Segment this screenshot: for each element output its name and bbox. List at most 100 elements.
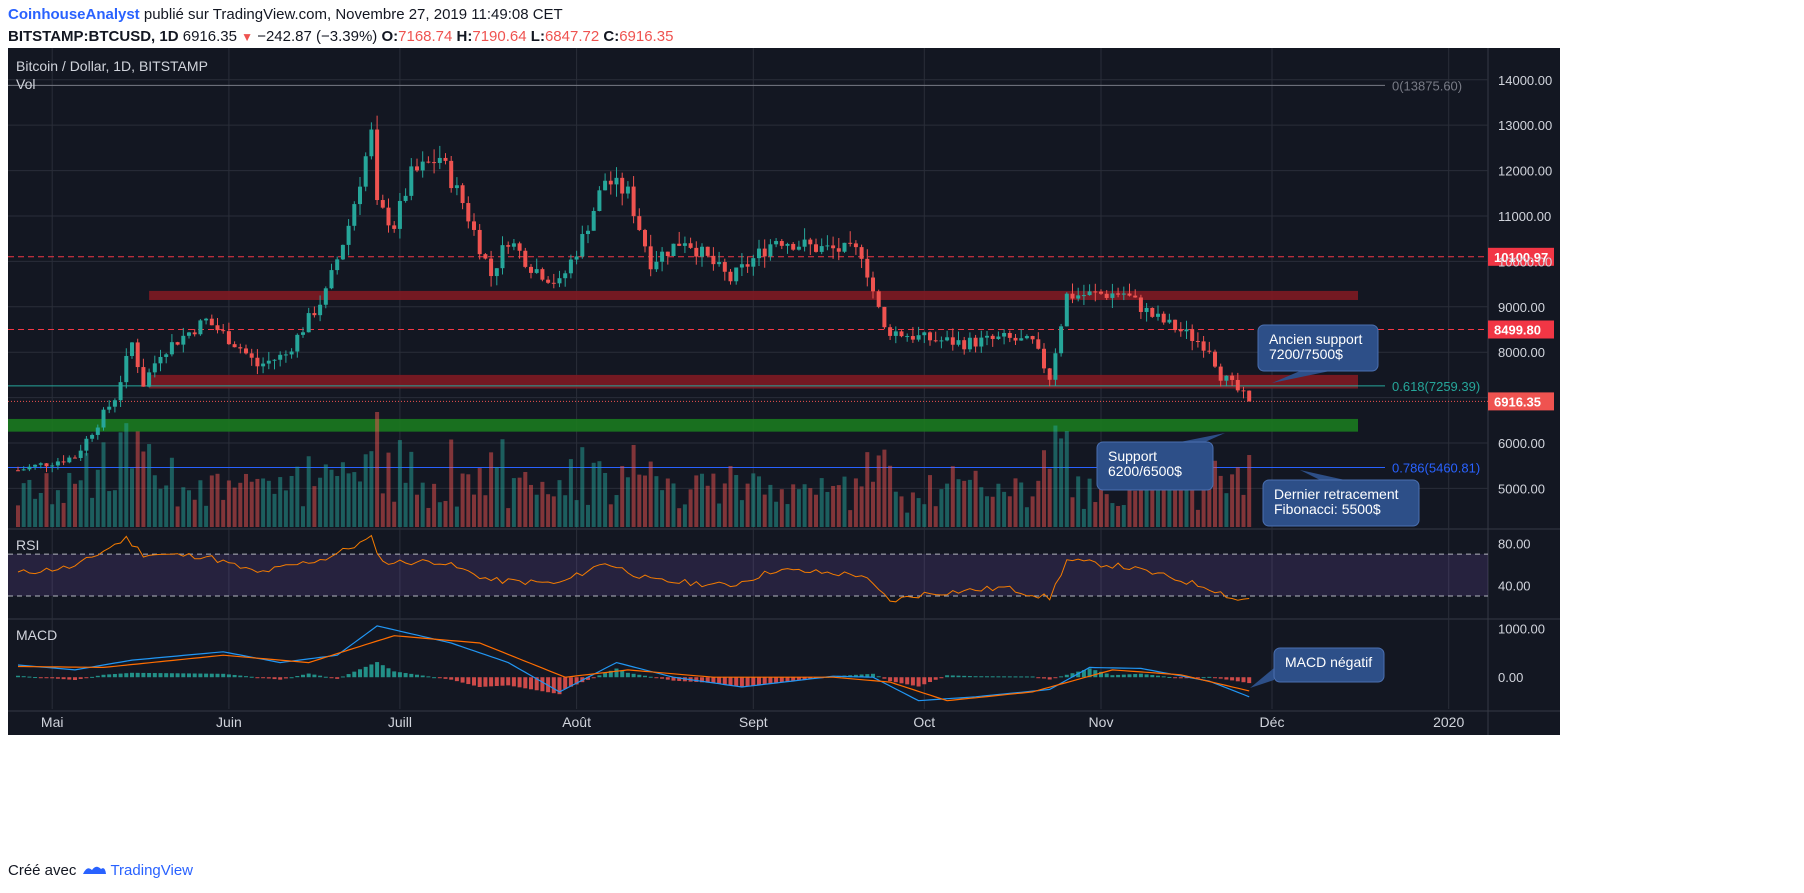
- volume-bar: [1133, 490, 1138, 527]
- candle-body: [1121, 293, 1126, 295]
- macd-histogram-bar: [1178, 677, 1183, 679]
- volume-bar: [432, 483, 437, 527]
- macd-histogram-bar: [768, 677, 773, 684]
- volume-bar: [1207, 483, 1212, 527]
- macd-histogram-bar: [21, 676, 26, 678]
- macd-histogram-bar: [586, 677, 590, 680]
- volume-bar: [352, 472, 357, 527]
- macd-histogram-bar: [591, 677, 596, 679]
- volume-bar: [814, 494, 818, 527]
- chart-title: Bitcoin / Dollar, 1D, BITSTAMP: [16, 58, 208, 74]
- high-label: H:: [456, 28, 473, 45]
- author-link[interactable]: CoinhouseAnalyst: [8, 6, 140, 23]
- candle-body: [249, 353, 254, 358]
- volume-bar: [164, 485, 169, 527]
- macd-histogram-bar: [939, 677, 944, 679]
- macd-histogram-bar: [335, 677, 340, 679]
- volume-bar: [141, 451, 146, 527]
- volume-bar: [853, 478, 858, 527]
- macd-histogram-bar: [751, 677, 756, 686]
- volume-bar: [21, 483, 26, 527]
- volume-bar: [358, 481, 362, 527]
- volume-bar: [415, 494, 419, 527]
- candle-body: [175, 342, 180, 345]
- candle-body: [677, 243, 682, 246]
- macd-histogram-bar: [540, 677, 545, 692]
- volume-bar: [301, 506, 305, 527]
- macd-histogram-bar: [477, 677, 482, 687]
- candle-body: [181, 335, 186, 345]
- macd-histogram-bar: [358, 669, 362, 678]
- volume-bar: [346, 473, 351, 527]
- volume-bar: [375, 412, 380, 527]
- candle-body: [1247, 390, 1252, 402]
- macd-histogram-bar: [1173, 677, 1178, 679]
- candle-body: [141, 367, 146, 387]
- volume-bar: [55, 490, 60, 527]
- macd-histogram-bar: [791, 677, 796, 681]
- price-level-tag: [1488, 320, 1554, 339]
- volume-bar: [688, 489, 693, 527]
- candle-body: [1042, 348, 1046, 369]
- candle-body: [147, 372, 152, 387]
- volume-bar: [739, 500, 744, 527]
- macd-histogram-bar: [785, 677, 790, 682]
- candle-body: [27, 466, 32, 470]
- volume-bar: [529, 484, 533, 527]
- candle-body: [306, 313, 311, 333]
- candle-body: [700, 246, 704, 257]
- footer-brand-link[interactable]: TradingView: [110, 862, 193, 879]
- candle-body: [50, 465, 55, 467]
- volume-bar: [472, 494, 476, 527]
- volume-bar: [369, 451, 374, 527]
- macd-histogram-bar: [865, 674, 870, 678]
- macd-histogram-bar: [1207, 676, 1212, 678]
- volume-bar: [973, 470, 978, 527]
- macd-histogram-bar: [16, 675, 20, 678]
- volume-bar: [648, 461, 653, 527]
- volume-bar: [61, 502, 66, 527]
- candle-body: [1241, 390, 1246, 392]
- macd-histogram-bar: [956, 675, 961, 678]
- time-axis-tick: Mai: [41, 714, 64, 730]
- volume-bar: [454, 506, 459, 527]
- macd-histogram-bar: [295, 676, 300, 678]
- macd-histogram-bar: [169, 673, 174, 678]
- candle-body: [1195, 340, 1200, 342]
- volume-bar: [608, 504, 613, 527]
- candle-body: [375, 129, 380, 201]
- volume-bar: [1178, 481, 1183, 527]
- candle-body: [757, 248, 761, 259]
- price-axis-tick: 10000.00: [1498, 254, 1552, 269]
- candle-body: [1047, 368, 1052, 380]
- volume-bar: [996, 483, 1001, 527]
- macd-histogram-bar: [933, 677, 938, 680]
- volume-bar: [563, 495, 568, 527]
- candle-body: [1144, 307, 1149, 312]
- macd-histogram-bar: [990, 676, 995, 678]
- volume-bar: [922, 504, 927, 527]
- volume-bar: [363, 454, 368, 527]
- macd-histogram-bar: [677, 677, 682, 681]
- candle-body: [905, 336, 910, 338]
- candle-body: [534, 269, 539, 273]
- candle-body: [38, 463, 43, 465]
- macd-histogram-bar: [73, 677, 77, 680]
- candle-body: [1024, 336, 1029, 339]
- volume-bar: [506, 508, 511, 527]
- annotation-pointer: [1180, 433, 1225, 442]
- candle-body: [1036, 339, 1041, 349]
- volume-bar: [238, 482, 243, 527]
- volume-bar: [722, 483, 727, 527]
- volume-bar: [1093, 502, 1098, 527]
- volume-bar: [426, 507, 431, 527]
- volume-bar: [791, 484, 796, 527]
- macd-histogram-bar: [711, 677, 716, 683]
- volume-bar: [768, 484, 773, 527]
- candle-body: [78, 450, 83, 458]
- candle-body: [888, 327, 893, 336]
- candle-body: [962, 340, 967, 350]
- candle-body: [209, 318, 214, 326]
- candle-body: [688, 243, 693, 248]
